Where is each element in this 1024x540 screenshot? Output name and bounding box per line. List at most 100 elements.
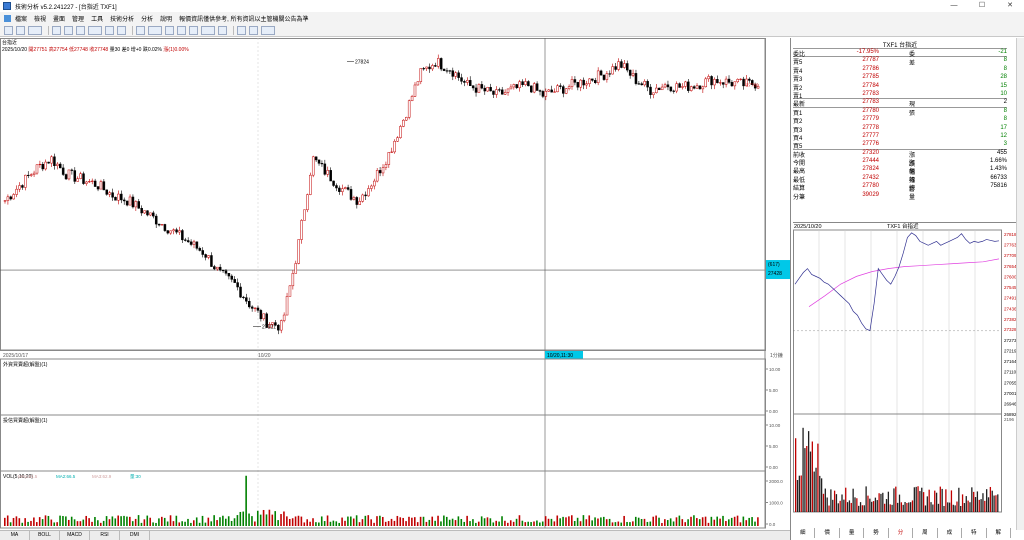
candle-body (463, 81, 466, 83)
volume-bar (91, 521, 93, 526)
mini-vol-bar (795, 438, 797, 512)
save-icon[interactable] (117, 25, 126, 35)
volume-bar (315, 522, 317, 526)
list-icon[interactable] (249, 25, 258, 35)
candle-body (535, 83, 539, 91)
volume-bar (617, 521, 620, 526)
menu-screen[interactable]: 畫面 (53, 16, 66, 23)
compare-icon[interactable] (105, 25, 114, 35)
volume-bar (440, 521, 442, 526)
vertical-scrollbar[interactable] (1016, 38, 1024, 530)
candle-body (338, 187, 341, 192)
candle-body (594, 80, 597, 83)
stat-value: 27320 (862, 149, 879, 156)
mini-vol-bar (820, 478, 823, 512)
menu-view[interactable]: 檢視 (34, 16, 47, 23)
mini-chart[interactable]: 2025/10/20 TXF1 台指近 27818 27763 27709 27654 27… (793, 222, 1021, 528)
candle-body (405, 117, 408, 121)
layout-icon[interactable] (28, 25, 42, 35)
candle-body (745, 78, 748, 87)
header-chg: 差0 (121, 47, 130, 53)
mini-tab[interactable]: 價 (815, 528, 840, 538)
rect-icon[interactable] (189, 25, 198, 35)
volume-bar (530, 522, 532, 526)
mini-tabs: 細價量勢分周成特解 (791, 528, 1011, 538)
candle-body (582, 79, 585, 86)
volume-bar (443, 515, 445, 526)
minimize-button[interactable]: — (950, 2, 958, 9)
menu-tools[interactable]: 工具 (91, 16, 104, 23)
candle-body (608, 73, 612, 75)
mini-tab[interactable]: 量 (840, 528, 865, 538)
mini-tab[interactable]: 特 (962, 528, 987, 538)
mini-vol-bar (828, 505, 830, 512)
mini-tab[interactable]: 細 (791, 528, 816, 538)
bar-icon[interactable] (165, 25, 174, 35)
mini-vol-bar (871, 501, 873, 512)
volume-bar (553, 521, 556, 526)
text-icon[interactable] (218, 25, 227, 35)
main-chart-svg[interactable]: 27824 27321 27780 (617) 27428 2025/10/17 10/20… (0, 38, 790, 530)
menu-file[interactable]: 檔案 (15, 16, 28, 23)
mini-tab[interactable]: 解 (987, 528, 1011, 538)
axis-tick-label: 5.00 (769, 388, 778, 393)
menu-analysis[interactable]: 分析 (141, 16, 154, 23)
mini-tab[interactable]: 成 (938, 528, 963, 538)
candle-body (245, 297, 248, 302)
period-icon[interactable] (148, 25, 162, 35)
candle-body (439, 58, 443, 70)
candle-body (471, 85, 475, 89)
mini-tab[interactable]: 周 (913, 528, 938, 538)
tab-rsi[interactable]: RSI (90, 531, 120, 540)
candle-body (64, 174, 68, 180)
last-label: 最新 (793, 102, 806, 109)
mini-vol-bar (913, 487, 915, 512)
menu-help[interactable]: 說明 (160, 16, 173, 23)
maximize-button[interactable]: ☐ (978, 2, 986, 9)
add-icon[interactable] (16, 25, 25, 35)
ask-label: 賣5 (793, 60, 803, 67)
tab-ma[interactable]: MA (0, 531, 30, 540)
tab-dmi[interactable]: DMI (120, 531, 150, 540)
mini-tick: 27110 (1004, 370, 1017, 375)
window-icon[interactable] (88, 25, 102, 35)
candle-body (349, 189, 353, 200)
volume-bar (536, 520, 538, 526)
ask-row: 賣1 27783 10 (793, 91, 1007, 100)
volume-bar (24, 518, 26, 526)
volume-bar (382, 516, 384, 526)
tab-boll[interactable]: BOLL (30, 531, 60, 540)
draw-icon[interactable] (177, 25, 186, 35)
volume-bar (259, 514, 262, 526)
menu-manage[interactable]: 管理 (72, 16, 85, 23)
candle-body (689, 86, 693, 91)
system-menu-icon[interactable] (4, 14, 11, 22)
tab-macd[interactable]: MACD (60, 531, 90, 540)
chart-icon[interactable] (76, 25, 85, 35)
mini-vol-bar (915, 486, 917, 512)
mini-chart-svg[interactable]: 2025/10/20 TXF1 台指近 27818 27763 27709 27654 27… (793, 222, 1021, 528)
volume-bar (126, 516, 128, 526)
mini-tick: 27382 (1004, 317, 1017, 322)
volume-bar (678, 515, 681, 526)
zoom-icon[interactable] (136, 25, 145, 35)
volume-bar (556, 515, 559, 526)
volume-bar (547, 518, 550, 526)
ask-label: 賣3 (793, 77, 803, 84)
circle-icon[interactable] (201, 25, 215, 35)
mini-tab[interactable]: 分 (889, 528, 914, 538)
ask-price: 27787 (862, 57, 879, 64)
close-button[interactable]: ✕ (1007, 2, 1013, 9)
export-icon[interactable] (261, 25, 275, 35)
mini-tab[interactable]: 勢 (864, 528, 889, 538)
volume-bar (288, 518, 291, 526)
ask-row: 賣5 27787 8 (793, 57, 1007, 67)
menu-technical[interactable]: 技術分析 (110, 16, 135, 23)
low-label: 27321 (262, 324, 276, 330)
grid-icon[interactable] (52, 25, 61, 35)
menu-icon[interactable] (4, 25, 13, 35)
indicator-icon[interactable] (237, 25, 246, 35)
trend-icon[interactable] (64, 25, 73, 35)
mini-vol-bar (900, 502, 903, 512)
chart-area[interactable]: 台指近 2025/10/20 開27751 高27754 低27748 收277… (0, 38, 790, 530)
